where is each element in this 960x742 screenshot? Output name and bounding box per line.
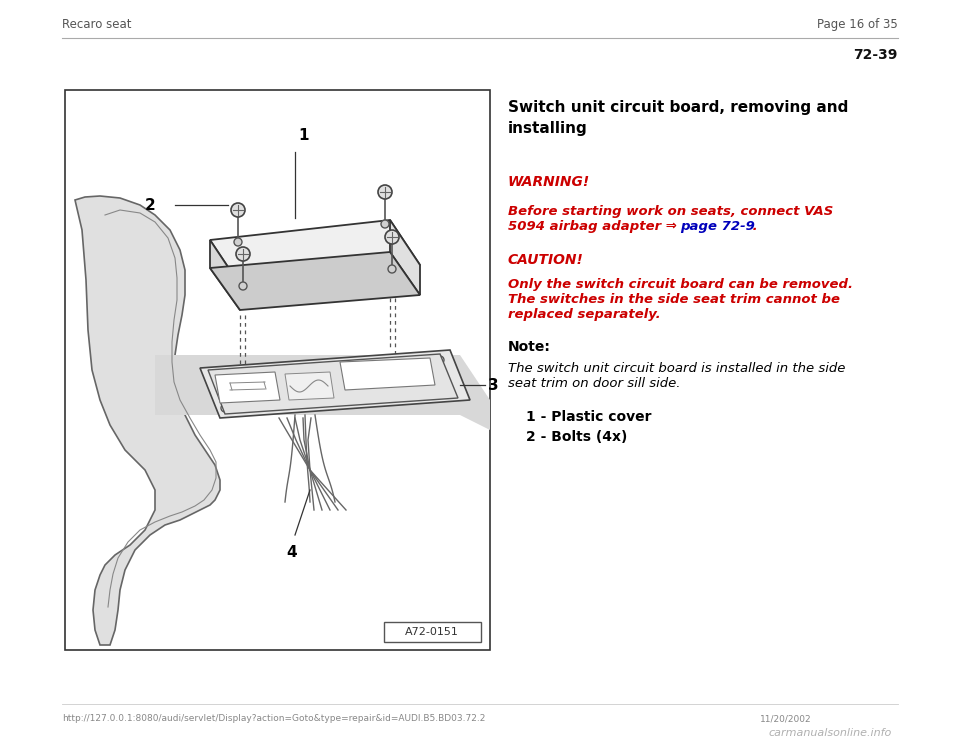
Polygon shape [215,372,280,403]
Circle shape [385,230,399,244]
Text: Page 16 of 35: Page 16 of 35 [817,18,898,31]
Text: 1 - Plastic cover: 1 - Plastic cover [526,410,652,424]
Polygon shape [200,350,470,418]
Text: 72-39: 72-39 [853,48,898,62]
Polygon shape [285,372,334,400]
Text: page 72-9: page 72-9 [680,220,755,233]
FancyBboxPatch shape [384,622,481,642]
Circle shape [388,265,396,273]
Circle shape [381,220,389,228]
Polygon shape [210,252,420,310]
Text: CAUTION!: CAUTION! [508,253,584,267]
Text: .: . [748,220,757,233]
Text: 11/20/2002: 11/20/2002 [760,714,811,723]
Polygon shape [340,358,435,390]
Text: Before starting work on seats, connect VAS: Before starting work on seats, connect V… [508,205,833,218]
Circle shape [231,203,245,217]
Bar [65,90,490,650]
Circle shape [441,389,449,397]
Text: A72-0151: A72-0151 [405,627,459,637]
Circle shape [378,185,392,199]
Polygon shape [210,220,420,285]
Text: http://127.0.0.1:8080/audi/servlet/Display?action=Goto&type=repair&id=AUDI.B5.BD: http://127.0.0.1:8080/audi/servlet/Displ… [62,714,486,723]
Polygon shape [210,240,240,310]
Circle shape [234,238,242,246]
Text: Recaro seat: Recaro seat [62,18,132,31]
Text: 2: 2 [144,197,155,212]
Text: Only the switch circuit board can be removed.: Only the switch circuit board can be rem… [508,278,853,291]
Polygon shape [390,220,420,295]
Text: 4: 4 [287,545,298,560]
Text: 2 - Bolts (4x): 2 - Bolts (4x) [526,430,628,444]
Polygon shape [155,355,490,430]
Circle shape [436,356,444,364]
Text: Note:: Note: [508,340,551,354]
Text: 5094 airbag adapter ⇒: 5094 airbag adapter ⇒ [508,220,682,233]
Text: 1: 1 [298,128,308,143]
Polygon shape [75,196,220,645]
Text: WARNING!: WARNING! [508,175,590,189]
Circle shape [221,371,229,379]
Text: replaced separately.: replaced separately. [508,308,660,321]
Circle shape [236,247,250,261]
Text: seat trim on door sill side.: seat trim on door sill side. [508,377,681,390]
Text: carmanualsonline.info: carmanualsonline.info [768,728,892,738]
Text: The switches in the side seat trim cannot be: The switches in the side seat trim canno… [508,293,840,306]
Circle shape [221,404,229,412]
Text: The switch unit circuit board is installed in the side: The switch unit circuit board is install… [508,362,846,375]
Text: 3: 3 [488,378,498,393]
Circle shape [239,282,247,290]
Polygon shape [208,354,458,414]
Text: Switch unit circuit board, removing and
installing: Switch unit circuit board, removing and … [508,100,849,136]
